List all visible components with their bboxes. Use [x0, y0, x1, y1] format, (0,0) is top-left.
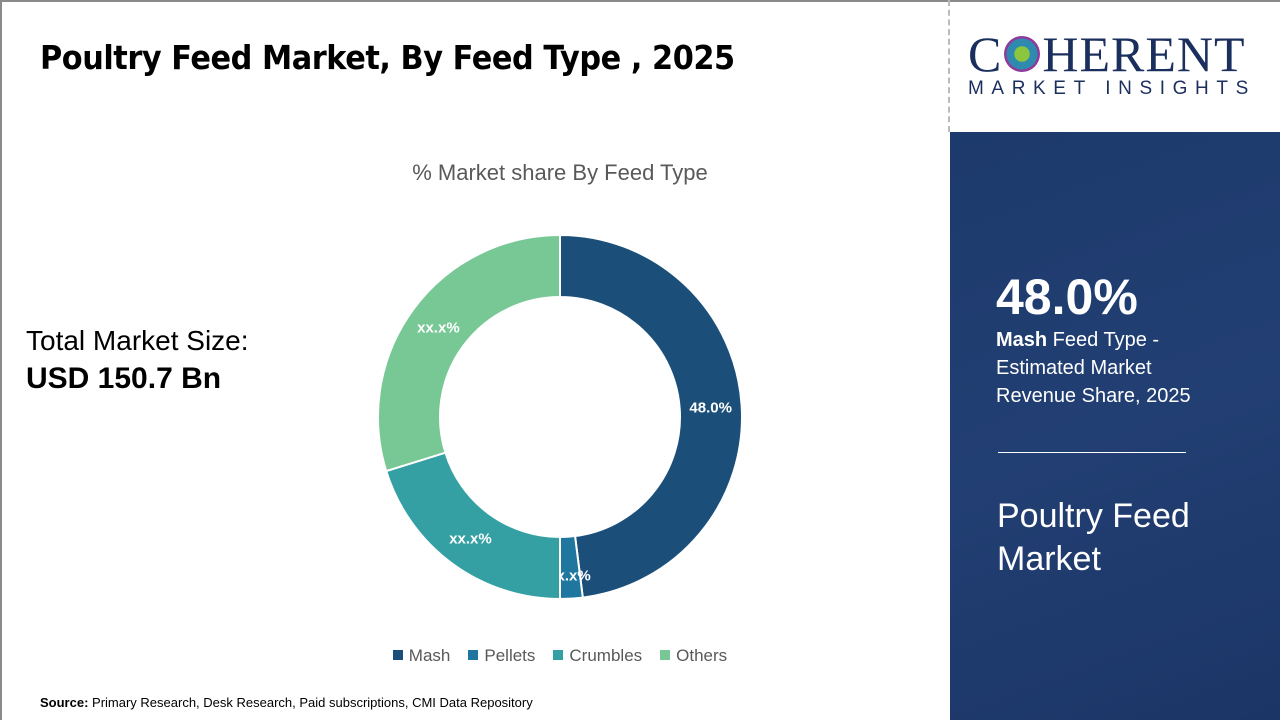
legend-swatch [468, 650, 479, 660]
source-text: Primary Research, Desk Research, Paid su… [88, 695, 533, 710]
highlight-desc-text: Feed Type - Estimated Market Revenue Sha… [996, 329, 1191, 407]
donut-chart: 48.0%xx.x%xx.x%xx.x% [377, 233, 743, 601]
logo-text: C [968, 26, 1003, 82]
panel-divider [998, 452, 1186, 453]
divider [948, 0, 950, 132]
market-name: Poultry Feed Market [997, 497, 1190, 578]
slice-mash [559, 233, 743, 599]
highlight-description: Mash Feed Type - Estimated Market Revenu… [996, 326, 1226, 410]
total-market-label: Total Market Size: [26, 325, 249, 356]
globe-icon [1004, 36, 1041, 72]
legend-item-mash: Mash [392, 646, 451, 665]
chart-title: % Market share By Feed Type [412, 160, 708, 185]
data-label-others: xx.x% [417, 319, 460, 336]
chart-legend: Mash Pellets Crumbles Others [0, 646, 1120, 666]
logo-tagline: MARKET INSIGHTS [968, 78, 1256, 99]
data-label-mash: 48.0% [689, 400, 732, 417]
highlight-percent: 48.0% [996, 269, 1138, 325]
legend-label: Pellets [484, 646, 536, 665]
data-label-crumbles: xx.x% [449, 531, 492, 548]
total-market-value: USD 150.7 Bn [26, 362, 222, 395]
legend-label: Mash [408, 646, 451, 665]
legend-swatch [660, 650, 671, 660]
legend-swatch [392, 650, 403, 660]
source-note: Source: Primary Research, Desk Research,… [40, 695, 533, 710]
page-title: Poultry Feed Market, By Feed Type , 2025 [40, 38, 735, 77]
legend-item-pellets: Pellets [468, 646, 535, 665]
legend-swatch [553, 650, 564, 660]
source-label: Source: [40, 695, 89, 710]
slice-others [377, 233, 561, 473]
legend-item-others: Others [660, 646, 727, 665]
legend-item-crumbles: Crumbles [553, 646, 642, 665]
legend-label: Crumbles [569, 646, 643, 665]
highlight-panel [950, 132, 1280, 720]
legend-label: Others [676, 646, 728, 665]
highlight-segment: Mash [996, 329, 1048, 351]
logo-text: HERENT [1042, 26, 1246, 82]
slice-crumbles [384, 451, 561, 601]
coherent-logo: C HERENT MARKET INSIGHTS [968, 26, 1260, 100]
